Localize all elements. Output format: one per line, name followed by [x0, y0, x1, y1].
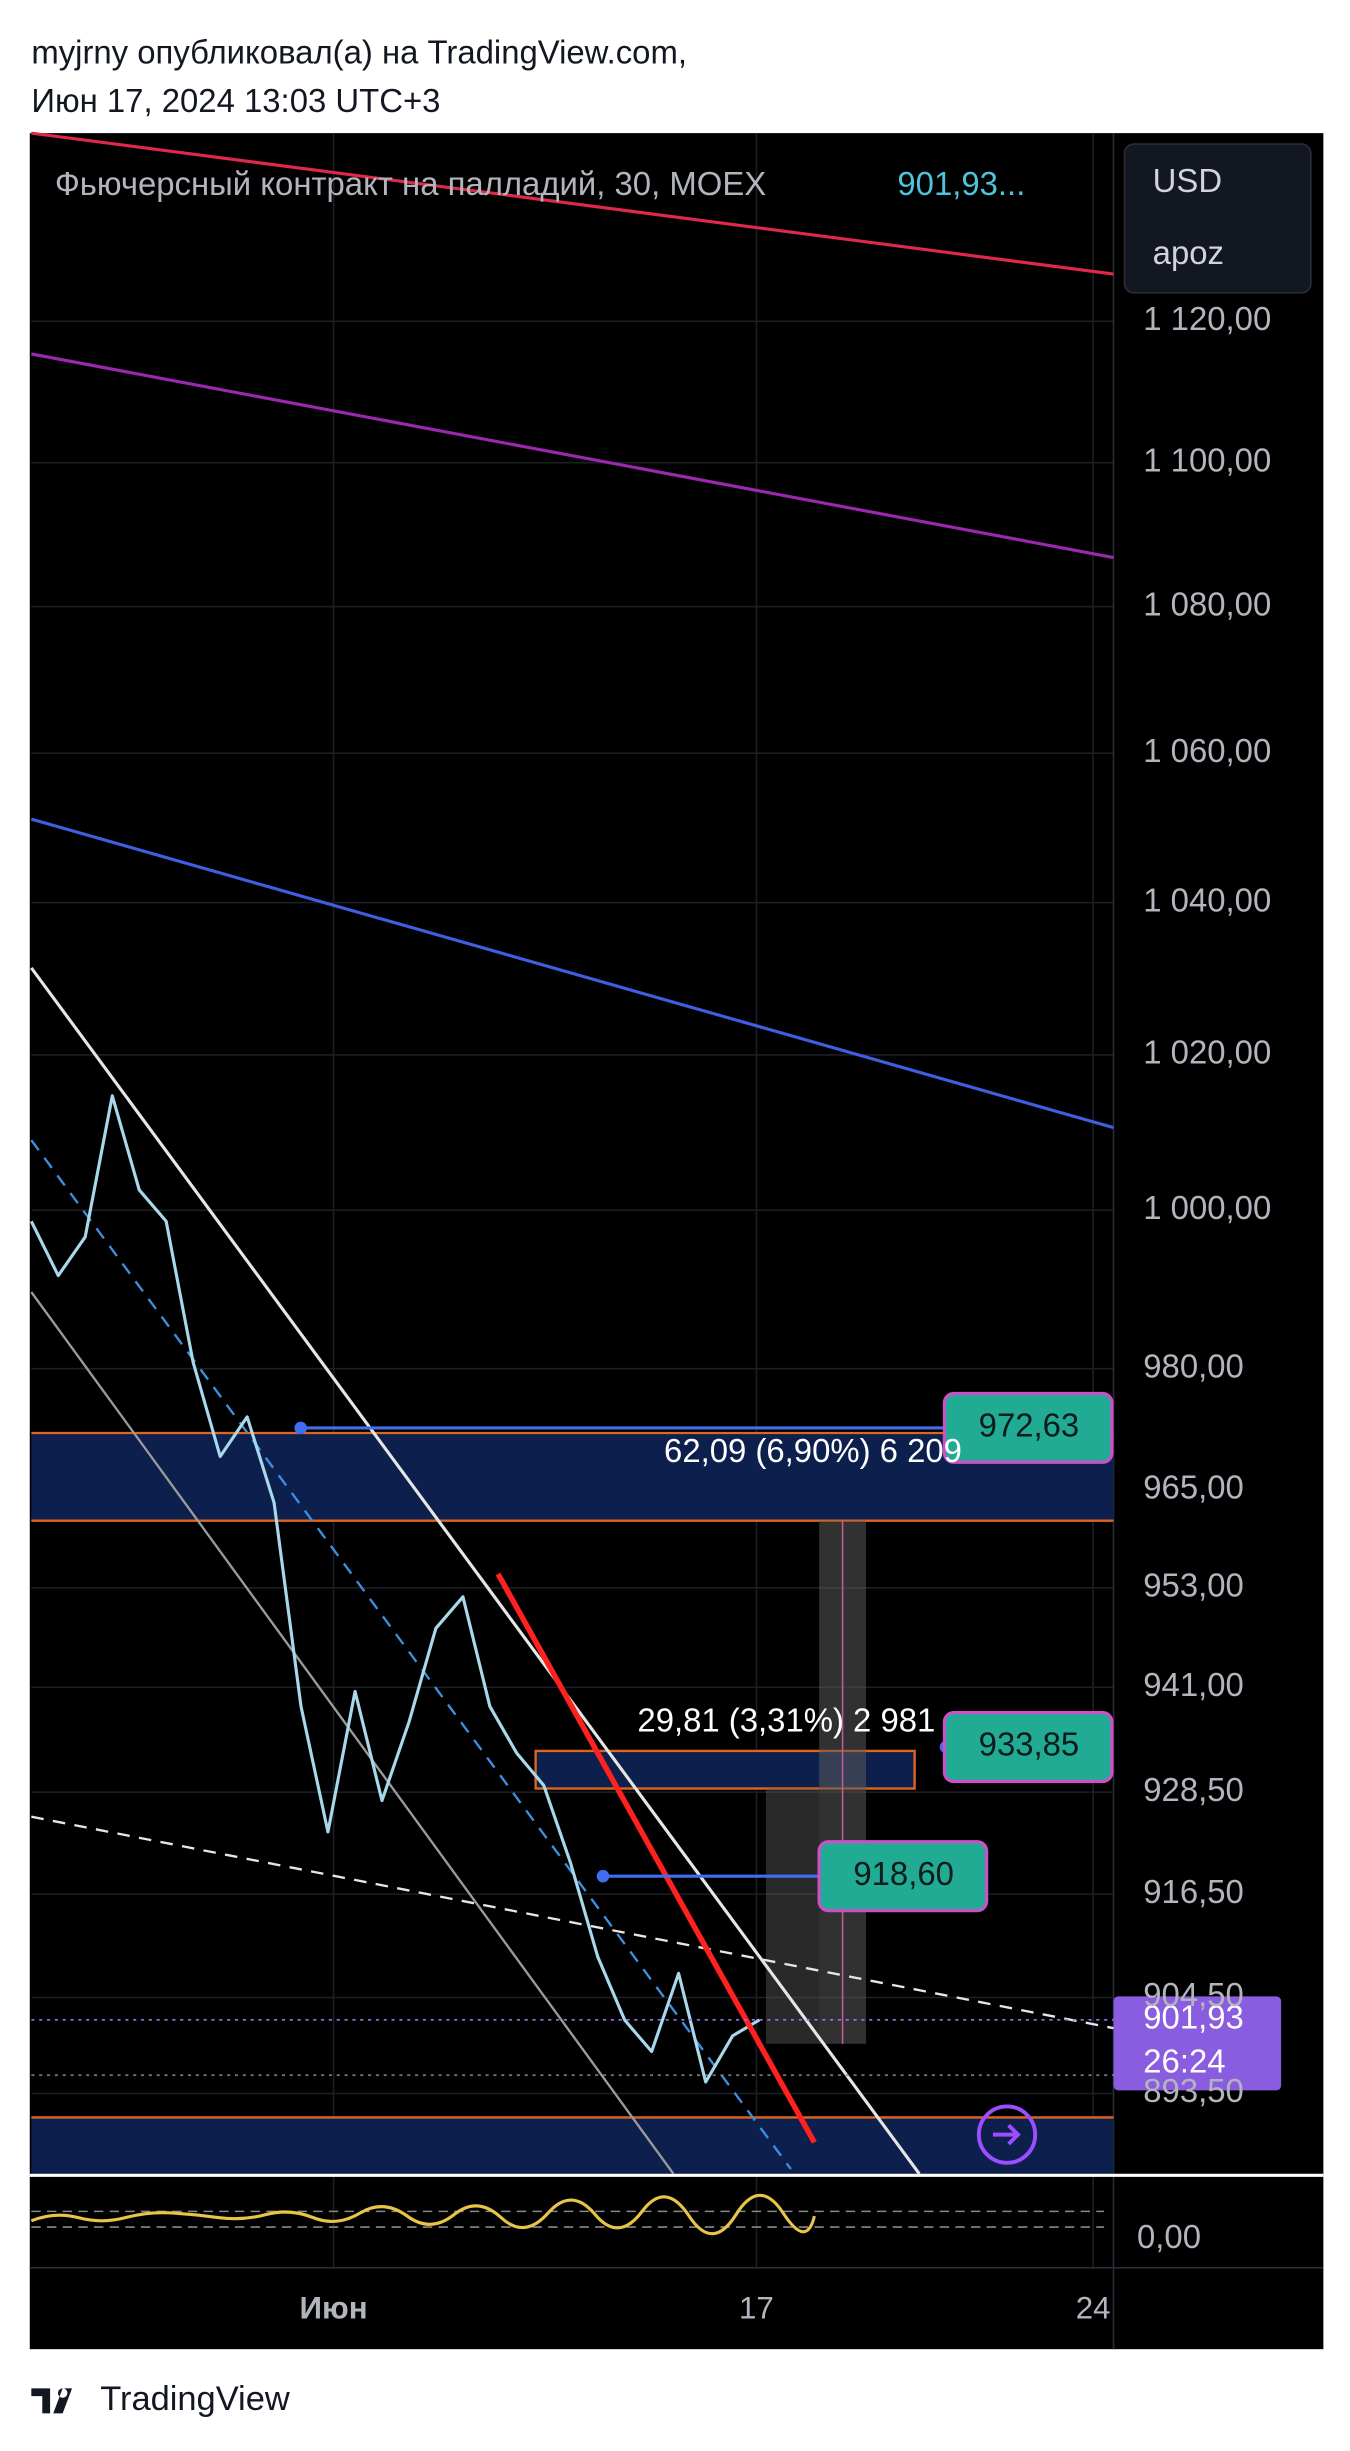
last-price-tag: [1113, 1996, 1282, 2091]
channel-line: [30, 1291, 675, 2175]
last-price-label: 901,93: [1143, 1999, 1244, 2036]
symbol-price: 901,93...: [897, 165, 1025, 202]
header-line: Июн 17, 2024 13:03 UTC+3: [31, 82, 440, 119]
axis-layer: 1 120,00 1 100,00 1 080,00 1 060,00 1 040,00…: [299, 300, 1271, 2325]
y-tick-label: 1 000,00: [1143, 1189, 1271, 1226]
x-tick-label: 24: [1076, 2290, 1111, 2325]
channel-line: [30, 966, 921, 2175]
y-tick-label: 1 040,00: [1143, 881, 1271, 918]
y-tick-label: 953,00: [1143, 1567, 1244, 1604]
tags-layer: 972,63 933,85 918,60 901,93 26:24 62,09 (6,90…: [31, 1391, 1282, 2091]
zone: [31, 1433, 1114, 1521]
measurement-label: 62,09 (6,90%) 6 209: [664, 1432, 962, 1469]
brand: TradingView: [100, 2380, 290, 2418]
y-tick-label: 980,00: [1143, 1347, 1244, 1384]
account: apoz: [1153, 234, 1224, 271]
price-tag: [817, 1840, 989, 1913]
currency-box[interactable]: [1123, 143, 1312, 294]
y-tick-label: 1 060,00: [1143, 732, 1271, 769]
header-line: myjrny опубликовал(а) на TradingView.com…: [31, 34, 687, 71]
price-tag-label: 933,85: [979, 1726, 1080, 1763]
y-tick-label: 1 080,00: [1143, 585, 1271, 622]
oscillator-line: [30, 2193, 816, 2236]
measurement-label: 29,81 (3,31%) 2 981: [637, 1701, 935, 1738]
anchor-point: [596, 1869, 610, 1883]
trendline: [31, 352, 1114, 560]
y-tick-label: 941,00: [1143, 1666, 1244, 1703]
channel-line: [30, 1139, 792, 2170]
trendline: [31, 131, 1114, 276]
price-tag: [942, 1391, 1114, 1464]
countdown: 26:24: [1143, 2042, 1225, 2079]
price-tag-label: 918,60: [853, 1855, 954, 1892]
zone: [31, 2117, 1114, 2174]
brand-logo: [31, 2388, 73, 2414]
currency: USD: [1153, 162, 1222, 199]
trendline: [30, 817, 1114, 1130]
x-tick-label: Июн: [299, 2290, 367, 2325]
osc-tick-label: 0,00: [1137, 2218, 1201, 2255]
replay-button[interactable]: [976, 2104, 1038, 2165]
x-tick-label: 17: [739, 2290, 774, 2325]
symbol-title: Фьючерсный контракт на палладий, 30, MOE…: [55, 165, 766, 202]
y-tick-label: 893,50: [1143, 2072, 1244, 2109]
y-tick-label: 928,50: [1143, 1771, 1244, 1808]
replay-icon: [992, 2123, 1021, 2146]
trendline: [495, 1572, 817, 2144]
y-tick-label: 904,50: [1143, 1976, 1244, 2013]
measure-box: [765, 1788, 820, 2044]
y-tick-label: 1 100,00: [1143, 441, 1271, 478]
trendline: [31, 1815, 1114, 2030]
y-tick-label: 965,00: [1143, 1468, 1244, 1505]
y-tick-label: 1 020,00: [1143, 1034, 1271, 1071]
anchor-point: [294, 1421, 307, 1435]
series-layer: [29, 1094, 761, 2084]
y-tick-label: 916,50: [1143, 1873, 1244, 1910]
price-tag: [942, 1711, 1114, 1784]
y-tick-label: 1 120,00: [1143, 300, 1271, 337]
price-line: [29, 1094, 761, 2084]
price-tag-label: 972,63: [979, 1407, 1080, 1444]
